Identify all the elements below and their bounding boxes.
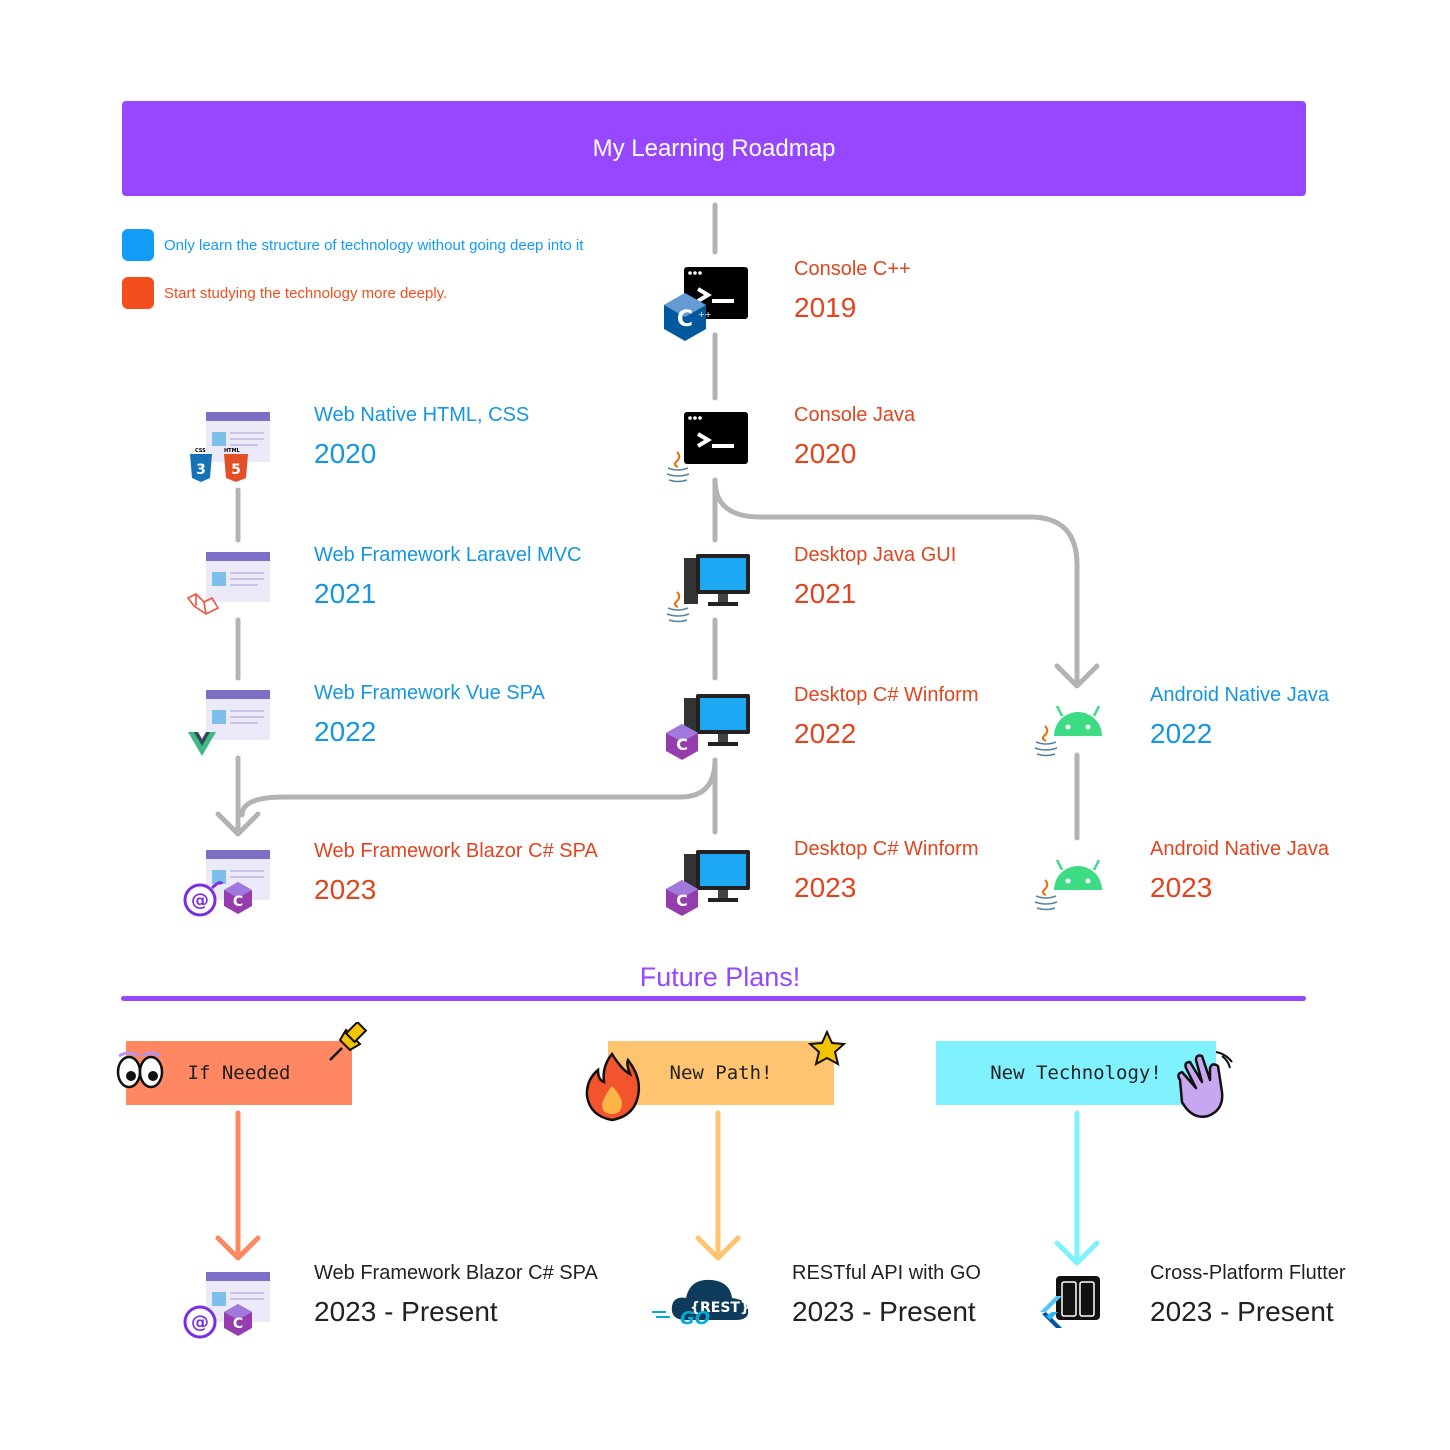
web-page-laravel-icon (186, 552, 276, 622)
web-item-title: Web Native HTML, CSS (314, 404, 530, 426)
future-item-period: 2023 - Present (314, 1296, 498, 1327)
go-rest-cloud-icon: {REST} GO (650, 1272, 754, 1329)
desktop-item-year: 2022 (794, 718, 857, 749)
svg-text:GO: GO (680, 1308, 710, 1328)
android-java-icon (1032, 854, 1108, 914)
svg-text:5: 5 (231, 462, 241, 478)
arrow-head (1054, 663, 1100, 689)
legend-swatch-deep (122, 277, 154, 309)
svg-text:3: 3 (196, 462, 206, 478)
svg-text:@: @ (191, 1312, 209, 1333)
android-item-title: Android Native Java (1150, 684, 1329, 706)
desktop-item-year: 2021 (794, 578, 857, 609)
tag-if-needed: If Needed (126, 1041, 352, 1105)
flutter-phone-icon (1036, 1274, 1106, 1332)
tag-label: New Path! (669, 1062, 773, 1084)
branch-to-android (712, 477, 1080, 685)
desktop-item-year: 2019 (794, 292, 857, 323)
svg-text:C: C (233, 894, 243, 910)
web-item-year: 2020 (314, 438, 377, 469)
tag-new-technology: New Technology! (936, 1041, 1216, 1105)
web-item-year: 2021 (314, 578, 377, 609)
desktop-item-year: 2023 (794, 872, 857, 903)
future-plans-title: Future Plans! (639, 962, 801, 992)
web-page-html-css-icon: CSS 3 HTML 5 (186, 412, 276, 492)
web-page-blazor-icon: @ C (180, 848, 276, 918)
svg-text:C: C (676, 735, 688, 754)
svg-text:C: C (233, 1316, 243, 1332)
android-item-title: Android Native Java (1150, 838, 1329, 860)
future-item-title: RESTful API with GO (792, 1262, 981, 1284)
future-item-period: 2023 - Present (1150, 1296, 1334, 1327)
web-item-title: Web Framework Blazor C# SPA (314, 840, 598, 862)
svg-text:C: C (677, 307, 693, 332)
future-item-period: 2023 - Present (792, 1296, 976, 1327)
terminal-java-icon (662, 412, 752, 487)
desktop-csharp-icon: C (662, 692, 752, 767)
star-icon (807, 1029, 847, 1066)
page-title: My Learning Roadmap (592, 134, 836, 162)
merge-to-blazor (239, 757, 718, 818)
desktop-item-title: Desktop C# Winform (794, 838, 979, 860)
desktop-java-icon (662, 552, 752, 627)
legend-swatch-light (122, 229, 154, 261)
future-divider (121, 996, 1306, 1001)
future-item-title: Cross-Platform Flutter (1150, 1262, 1346, 1284)
tag-label: New Technology! (990, 1062, 1162, 1084)
arrow-head (215, 811, 261, 837)
roadmap-title-banner: My Learning Roadmap (122, 101, 1306, 196)
desktop-item-title: Desktop Java GUI (794, 544, 957, 566)
desktop-item-title: Desktop C# Winform (794, 684, 979, 706)
web-item-year: 2023 (314, 874, 377, 905)
desktop-item-title: Console Java (794, 404, 916, 426)
web-page-vue-icon (186, 690, 276, 760)
legend-text-light: Only learn the structure of technology w… (164, 237, 584, 254)
svg-text:@: @ (191, 890, 209, 911)
svg-text:C: C (676, 891, 688, 910)
desktop-item-title: Console C++ (794, 258, 911, 280)
desktop-item-year: 2020 (794, 438, 857, 469)
web-item-title: Web Framework Vue SPA (314, 682, 545, 704)
pushpin-icon (326, 1020, 368, 1064)
web-item-title: Web Framework Laravel MVC (314, 544, 582, 566)
legend-text-deep: Start studying the technology more deepl… (164, 285, 448, 302)
tag-new-path: New Path! (608, 1041, 834, 1105)
tag-label: If Needed (187, 1062, 291, 1084)
android-item-year: 2023 (1150, 872, 1213, 903)
fire-icon (584, 1050, 642, 1122)
svg-text:CSS: CSS (195, 448, 206, 454)
svg-text:{REST}: {REST} (690, 1300, 750, 1316)
svg-text:HTML: HTML (224, 448, 241, 454)
terminal-cpp-icon: C ++ (660, 265, 750, 345)
android-item-year: 2022 (1150, 718, 1213, 749)
desktop-csharp-icon: C (662, 848, 752, 923)
android-java-icon (1032, 700, 1108, 760)
waving-hand-icon (1170, 1050, 1234, 1120)
eyes-icon (116, 1050, 166, 1094)
web-page-blazor-icon: @ C (180, 1270, 276, 1340)
web-item-year: 2022 (314, 716, 377, 747)
future-item-title: Web Framework Blazor C# SPA (314, 1262, 598, 1284)
svg-text:++: ++ (698, 310, 711, 319)
